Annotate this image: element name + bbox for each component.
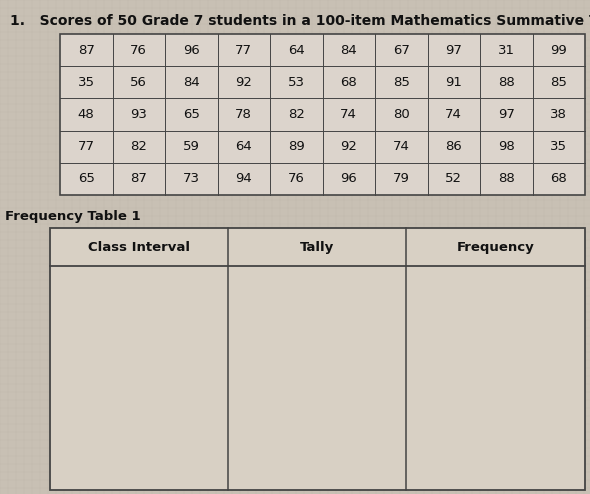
Text: 80: 80 — [393, 108, 409, 121]
Text: 88: 88 — [498, 172, 514, 185]
Text: 68: 68 — [340, 76, 357, 89]
Text: 52: 52 — [445, 172, 462, 185]
Text: 96: 96 — [340, 172, 357, 185]
Text: 91: 91 — [445, 76, 462, 89]
Text: 74: 74 — [445, 108, 462, 121]
Text: 68: 68 — [550, 172, 567, 185]
Text: 65: 65 — [78, 172, 94, 185]
Text: 97: 97 — [498, 108, 514, 121]
Text: 86: 86 — [445, 140, 462, 153]
Text: 87: 87 — [78, 43, 94, 57]
Text: 84: 84 — [183, 76, 199, 89]
Text: 53: 53 — [288, 76, 305, 89]
Text: Tally: Tally — [300, 241, 335, 253]
Text: 77: 77 — [235, 43, 253, 57]
Text: 94: 94 — [235, 172, 252, 185]
Text: 78: 78 — [235, 108, 252, 121]
Text: 87: 87 — [130, 172, 147, 185]
Text: 76: 76 — [288, 172, 304, 185]
Text: 85: 85 — [393, 76, 409, 89]
Text: 48: 48 — [78, 108, 94, 121]
Text: 59: 59 — [183, 140, 199, 153]
Text: 89: 89 — [288, 140, 304, 153]
Text: 64: 64 — [288, 43, 304, 57]
Text: 85: 85 — [550, 76, 567, 89]
Text: 92: 92 — [340, 140, 357, 153]
Bar — [60, 34, 585, 195]
Text: 67: 67 — [393, 43, 409, 57]
Text: 82: 82 — [288, 108, 304, 121]
Text: 74: 74 — [393, 140, 409, 153]
Text: 84: 84 — [340, 43, 357, 57]
Text: 99: 99 — [550, 43, 567, 57]
Text: Frequency Table 1: Frequency Table 1 — [5, 210, 140, 223]
Text: 35: 35 — [550, 140, 567, 153]
Text: 56: 56 — [130, 76, 147, 89]
Text: 97: 97 — [445, 43, 462, 57]
Text: 35: 35 — [78, 76, 95, 89]
Text: 98: 98 — [498, 140, 514, 153]
Text: 31: 31 — [498, 43, 514, 57]
Text: 93: 93 — [130, 108, 147, 121]
Bar — [50, 228, 585, 490]
Text: Class Interval: Class Interval — [88, 241, 190, 253]
Text: 38: 38 — [550, 108, 567, 121]
Text: 82: 82 — [130, 140, 147, 153]
Text: 96: 96 — [183, 43, 199, 57]
Text: Frequency: Frequency — [457, 241, 535, 253]
Text: 79: 79 — [393, 172, 409, 185]
Text: 1.   Scores of 50 Grade 7 students in a 100-item Mathematics Summative Test.: 1. Scores of 50 Grade 7 students in a 10… — [10, 14, 590, 28]
Text: 73: 73 — [183, 172, 200, 185]
Text: 76: 76 — [130, 43, 147, 57]
Text: 77: 77 — [78, 140, 95, 153]
Text: 74: 74 — [340, 108, 357, 121]
Text: 88: 88 — [498, 76, 514, 89]
Text: 64: 64 — [235, 140, 252, 153]
Text: 92: 92 — [235, 76, 252, 89]
Text: 65: 65 — [183, 108, 199, 121]
